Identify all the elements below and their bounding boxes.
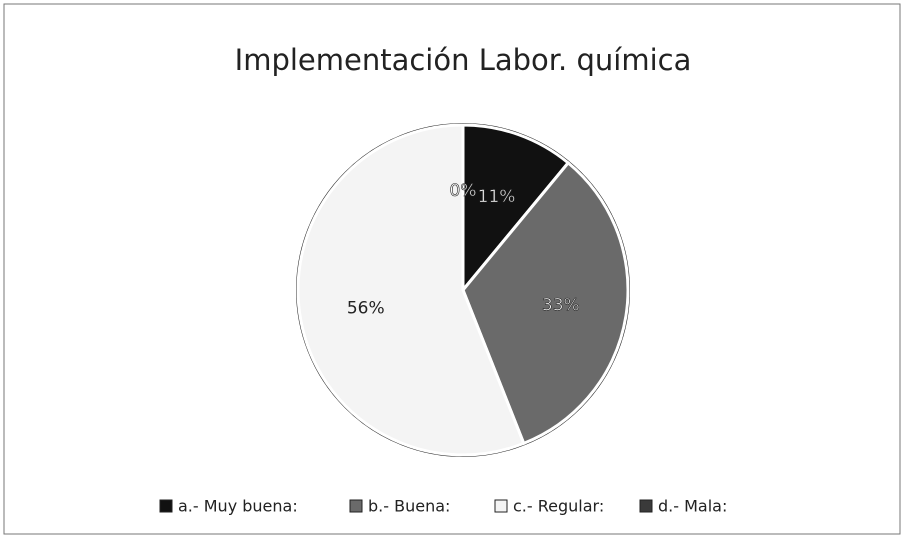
data-label: 11% [478, 187, 516, 207]
chart-title: Implementación Labor. química [235, 43, 692, 77]
legend-label: b.- Buena: [368, 497, 450, 516]
data-label: 56% [347, 299, 385, 319]
legend-label: c.- Regular: [513, 497, 604, 516]
legend-swatch [159, 499, 173, 513]
data-label: 0% [450, 181, 477, 201]
pie-slice [296, 123, 526, 457]
legend-swatch [639, 499, 653, 513]
data-label: 33% [542, 295, 580, 315]
pie-slice [461, 160, 630, 446]
pie-slice [461, 123, 571, 295]
legend-label: a.- Muy buena: [178, 497, 298, 516]
legend-swatch [494, 499, 508, 513]
legend-label: d.- Mala: [658, 497, 727, 516]
legend-swatch [349, 499, 363, 513]
